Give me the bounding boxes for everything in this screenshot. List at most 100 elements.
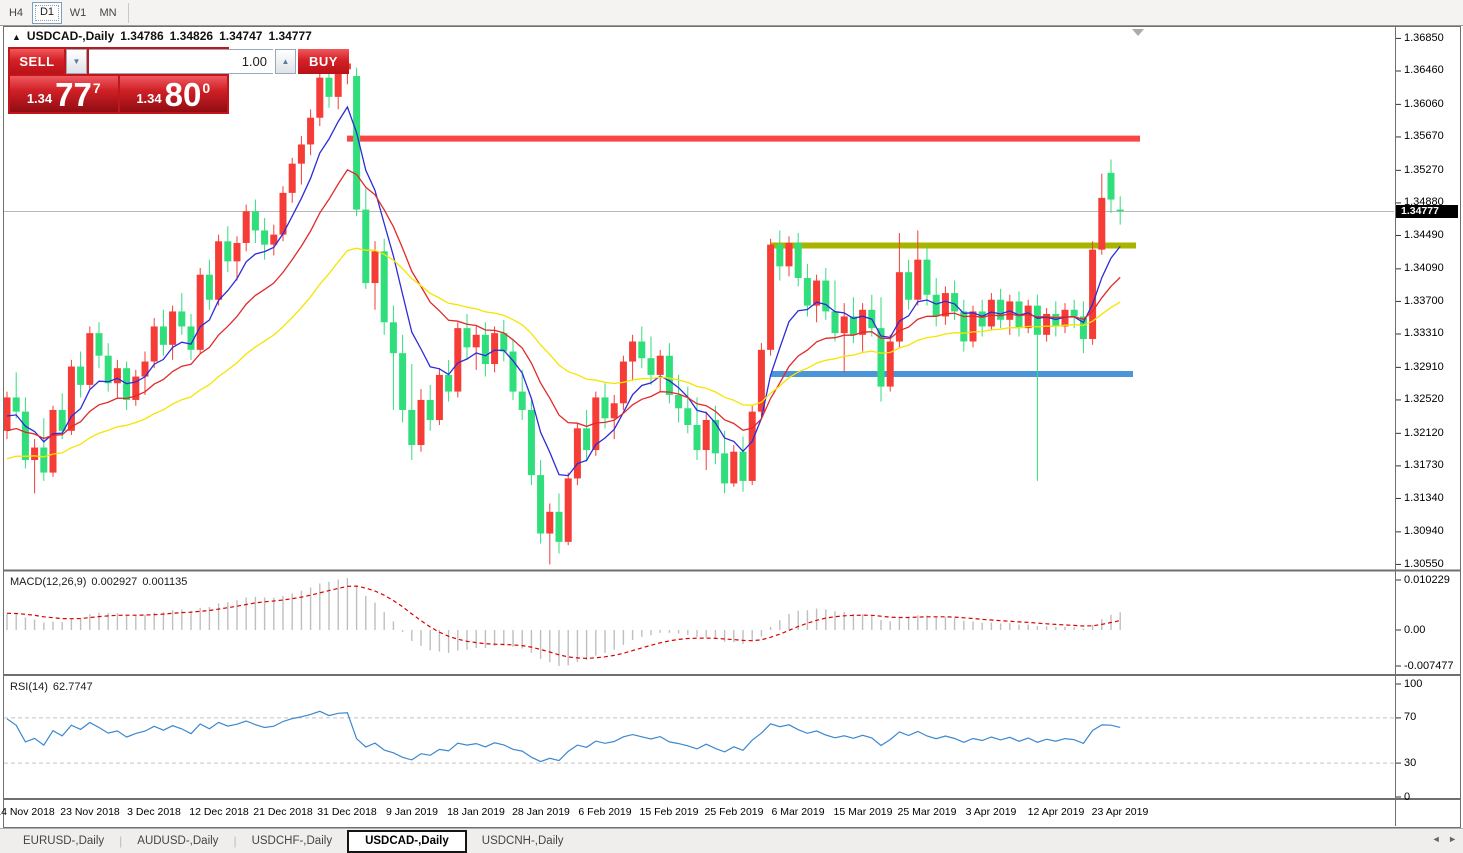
candle-body — [297, 144, 305, 164]
volume-decrease-button[interactable]: ▼ — [66, 49, 87, 74]
candle — [794, 232, 802, 287]
candle — [169, 305, 177, 360]
candle-body — [270, 234, 278, 245]
candle-body — [592, 397, 600, 451]
candle — [242, 204, 250, 252]
candles-layer — [4, 55, 1124, 565]
candle-body — [12, 397, 20, 412]
candle-body — [573, 428, 581, 479]
candle-body — [1079, 316, 1087, 339]
candle-body — [1061, 309, 1069, 327]
candle-body — [316, 77, 324, 118]
candle — [997, 288, 1005, 329]
candle-body — [58, 409, 66, 431]
candle — [31, 439, 39, 494]
chart-tab[interactable]: USDCNH-,Daily — [481, 835, 564, 847]
candle-body — [813, 280, 821, 306]
timeframe-d1[interactable]: D1 — [32, 1, 62, 24]
price-tick-label: 1.36060 — [1404, 97, 1444, 110]
buy-button[interactable]: BUY — [298, 49, 349, 74]
candle-body — [21, 411, 29, 461]
tabs-scroll-left-icon[interactable]: ◄ — [1431, 834, 1441, 844]
candle-body — [647, 358, 655, 375]
candle-body — [969, 311, 977, 342]
candle-body — [721, 453, 729, 484]
candle-body — [463, 328, 471, 348]
candle — [1033, 294, 1041, 481]
rsi-line — [6, 710, 1121, 763]
timeframe-h4[interactable]: H4 — [8, 6, 24, 19]
sell-button[interactable]: SELL — [10, 49, 64, 74]
candle — [399, 334, 407, 423]
candle-body — [435, 374, 443, 420]
timeframe-mn[interactable]: MN — [99, 6, 117, 19]
candle — [426, 384, 434, 431]
candle-body — [537, 475, 545, 534]
timeframe-w1[interactable]: W1 — [69, 6, 87, 19]
volume-increase-button[interactable]: ▲ — [275, 49, 296, 74]
candle-body — [748, 411, 756, 481]
candle — [868, 294, 876, 337]
chart-tab[interactable]: EURUSD-,Daily — [23, 835, 105, 847]
candle-body — [104, 355, 112, 384]
date-label: 31 Dec 2018 — [317, 806, 377, 818]
chart-tab[interactable]: USDCHF-,Daily — [251, 835, 333, 847]
quote-low: 1.34747 — [219, 29, 263, 43]
candle — [785, 236, 793, 277]
candle-body — [445, 374, 453, 392]
candle — [629, 334, 637, 381]
chart-tab[interactable]: USDCAD-,Daily — [347, 829, 467, 853]
candle — [877, 297, 885, 402]
macd-signal-line — [6, 585, 1121, 660]
candle-body — [150, 326, 158, 362]
candle-body — [583, 428, 591, 451]
candle-body — [941, 293, 949, 317]
candle-body — [895, 272, 903, 342]
candle-body — [1116, 209, 1124, 212]
candle — [675, 374, 683, 423]
candle-body — [822, 280, 830, 312]
candle — [969, 305, 977, 348]
candle-body — [196, 274, 204, 350]
price-tick-label: 1.32520 — [1404, 393, 1444, 406]
candle — [960, 299, 968, 352]
candle-body — [141, 361, 149, 377]
candle-body — [49, 409, 57, 473]
candle-body — [1098, 197, 1106, 250]
candle — [978, 299, 986, 337]
timeframe-buttons: H4 D1 W1 MN — [0, 1, 122, 24]
sell-price-button[interactable]: 1.34 77 7 — [10, 76, 118, 112]
candle — [408, 364, 416, 461]
tabs-scroll-right-icon[interactable]: ► — [1448, 834, 1457, 844]
candle-body — [859, 309, 867, 335]
candle — [86, 326, 94, 390]
price-tick-label: 1.33310 — [1404, 327, 1444, 340]
buy-price-pipette: 0 — [202, 80, 211, 96]
rsi-tick-label: 100 — [1404, 677, 1423, 690]
quote-open: 1.34786 — [120, 29, 164, 43]
candle-body — [95, 333, 103, 356]
candle-body — [675, 394, 683, 409]
candle-body — [555, 511, 563, 542]
candle-body — [702, 419, 710, 451]
collapse-quote-panel-icon[interactable]: ▲ — [12, 32, 21, 42]
candle-body — [629, 341, 637, 362]
candle-body — [380, 251, 388, 323]
buy-price-button[interactable]: 1.34 80 0 — [119, 76, 227, 112]
candle-body — [187, 326, 195, 350]
candle-body — [684, 408, 692, 425]
price-tick-label: 1.30940 — [1404, 525, 1444, 538]
rsi-current-value: 62.7747 — [52, 681, 93, 693]
candle-body — [132, 376, 140, 400]
candle-body — [371, 251, 379, 284]
candle-body — [905, 272, 913, 300]
candle — [132, 369, 140, 406]
candle-body — [923, 259, 931, 295]
candle-body — [389, 322, 397, 354]
chart-tab-bar: EURUSD-,Daily | AUDUSD-,Daily | USDCHF-,Dail… — [0, 828, 1463, 853]
candle — [104, 343, 112, 392]
volume-input[interactable] — [89, 49, 273, 74]
candle — [693, 397, 701, 461]
chart-tab[interactable]: AUDUSD-,Daily — [137, 835, 219, 847]
